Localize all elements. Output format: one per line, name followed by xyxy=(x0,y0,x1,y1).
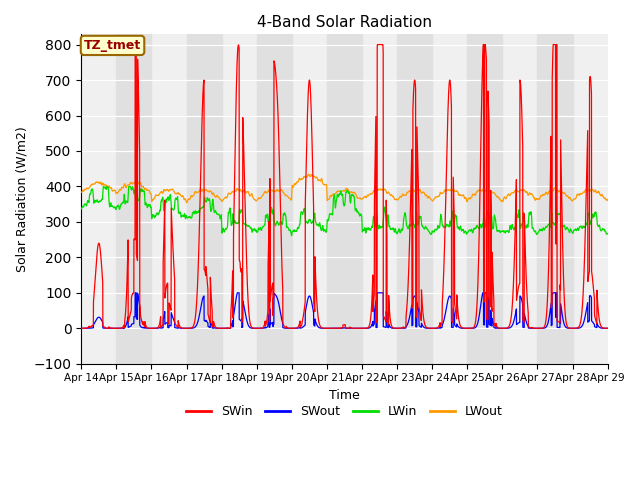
Text: TZ_tmet: TZ_tmet xyxy=(84,39,141,52)
Title: 4-Band Solar Radiation: 4-Band Solar Radiation xyxy=(257,15,432,30)
Bar xyxy=(467,34,502,364)
Bar xyxy=(186,34,221,364)
Legend: SWin, SWout, LWin, LWout: SWin, SWout, LWin, LWout xyxy=(181,400,508,423)
Bar xyxy=(538,34,573,364)
Bar xyxy=(327,34,362,364)
Bar xyxy=(397,34,432,364)
X-axis label: Time: Time xyxy=(329,389,360,402)
Y-axis label: Solar Radiation (W/m2): Solar Radiation (W/m2) xyxy=(15,126,28,272)
Bar xyxy=(257,34,292,364)
Bar xyxy=(116,34,152,364)
